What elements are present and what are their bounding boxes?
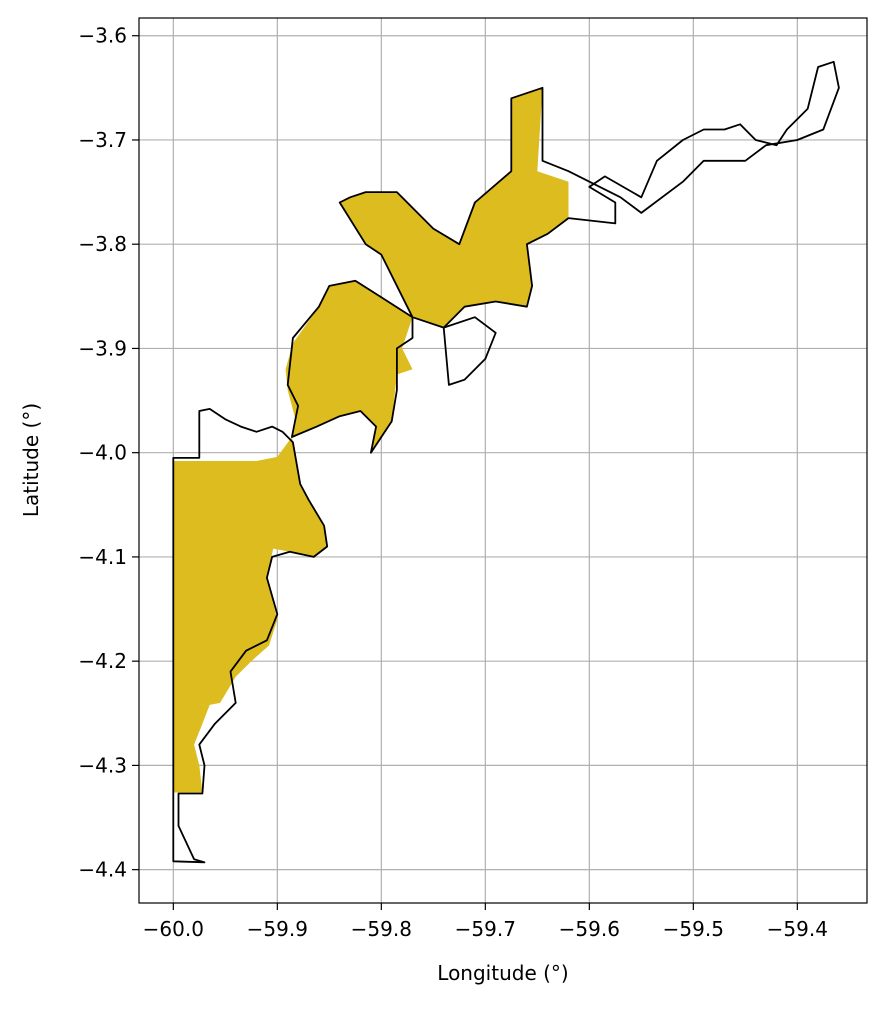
y-tick-label: −4.1 xyxy=(78,545,127,569)
y-tick-label: −4.2 xyxy=(78,649,127,673)
x-tick-label: −59.8 xyxy=(351,917,412,941)
x-ticks: −60.0 −59.9 −59.8 −59.7 −59.6 −59.5 −59.4 xyxy=(143,903,828,941)
x-axis-label: Longitude (°) xyxy=(437,961,568,985)
y-tick-label: −4.3 xyxy=(78,753,127,777)
y-axis-label: Latitude (°) xyxy=(19,403,43,517)
fill-region xyxy=(285,280,413,453)
region-outline xyxy=(442,316,497,386)
x-tick-label: −59.9 xyxy=(247,917,308,941)
region-outline xyxy=(286,279,414,454)
x-tick-label: −59.5 xyxy=(663,917,724,941)
x-tick-label: −59.7 xyxy=(455,917,516,941)
plot-frame xyxy=(138,17,868,904)
y-tick-label: −3.7 xyxy=(78,128,127,152)
region-outline-layer xyxy=(172,60,840,864)
fill-region xyxy=(173,437,328,793)
y-tick-label: −3.9 xyxy=(78,336,127,360)
y-tick-label: −3.8 xyxy=(78,232,127,256)
grid-layer xyxy=(139,18,867,903)
x-tick-label: −59.6 xyxy=(559,917,620,941)
x-tick-label: −59.4 xyxy=(767,917,828,941)
region-outline xyxy=(172,407,329,864)
y-tick-label: −3.6 xyxy=(78,24,127,48)
y-tick-label: −4.4 xyxy=(78,858,127,882)
y-tick-label: −4.0 xyxy=(78,441,127,465)
region-outline xyxy=(338,60,840,329)
x-tick-label: −60.0 xyxy=(143,917,204,941)
y-ticks: −3.6 −3.7 −3.8 −3.9 −4.0 −4.1 −4.2 −4.3 −4.4 xyxy=(78,24,139,882)
